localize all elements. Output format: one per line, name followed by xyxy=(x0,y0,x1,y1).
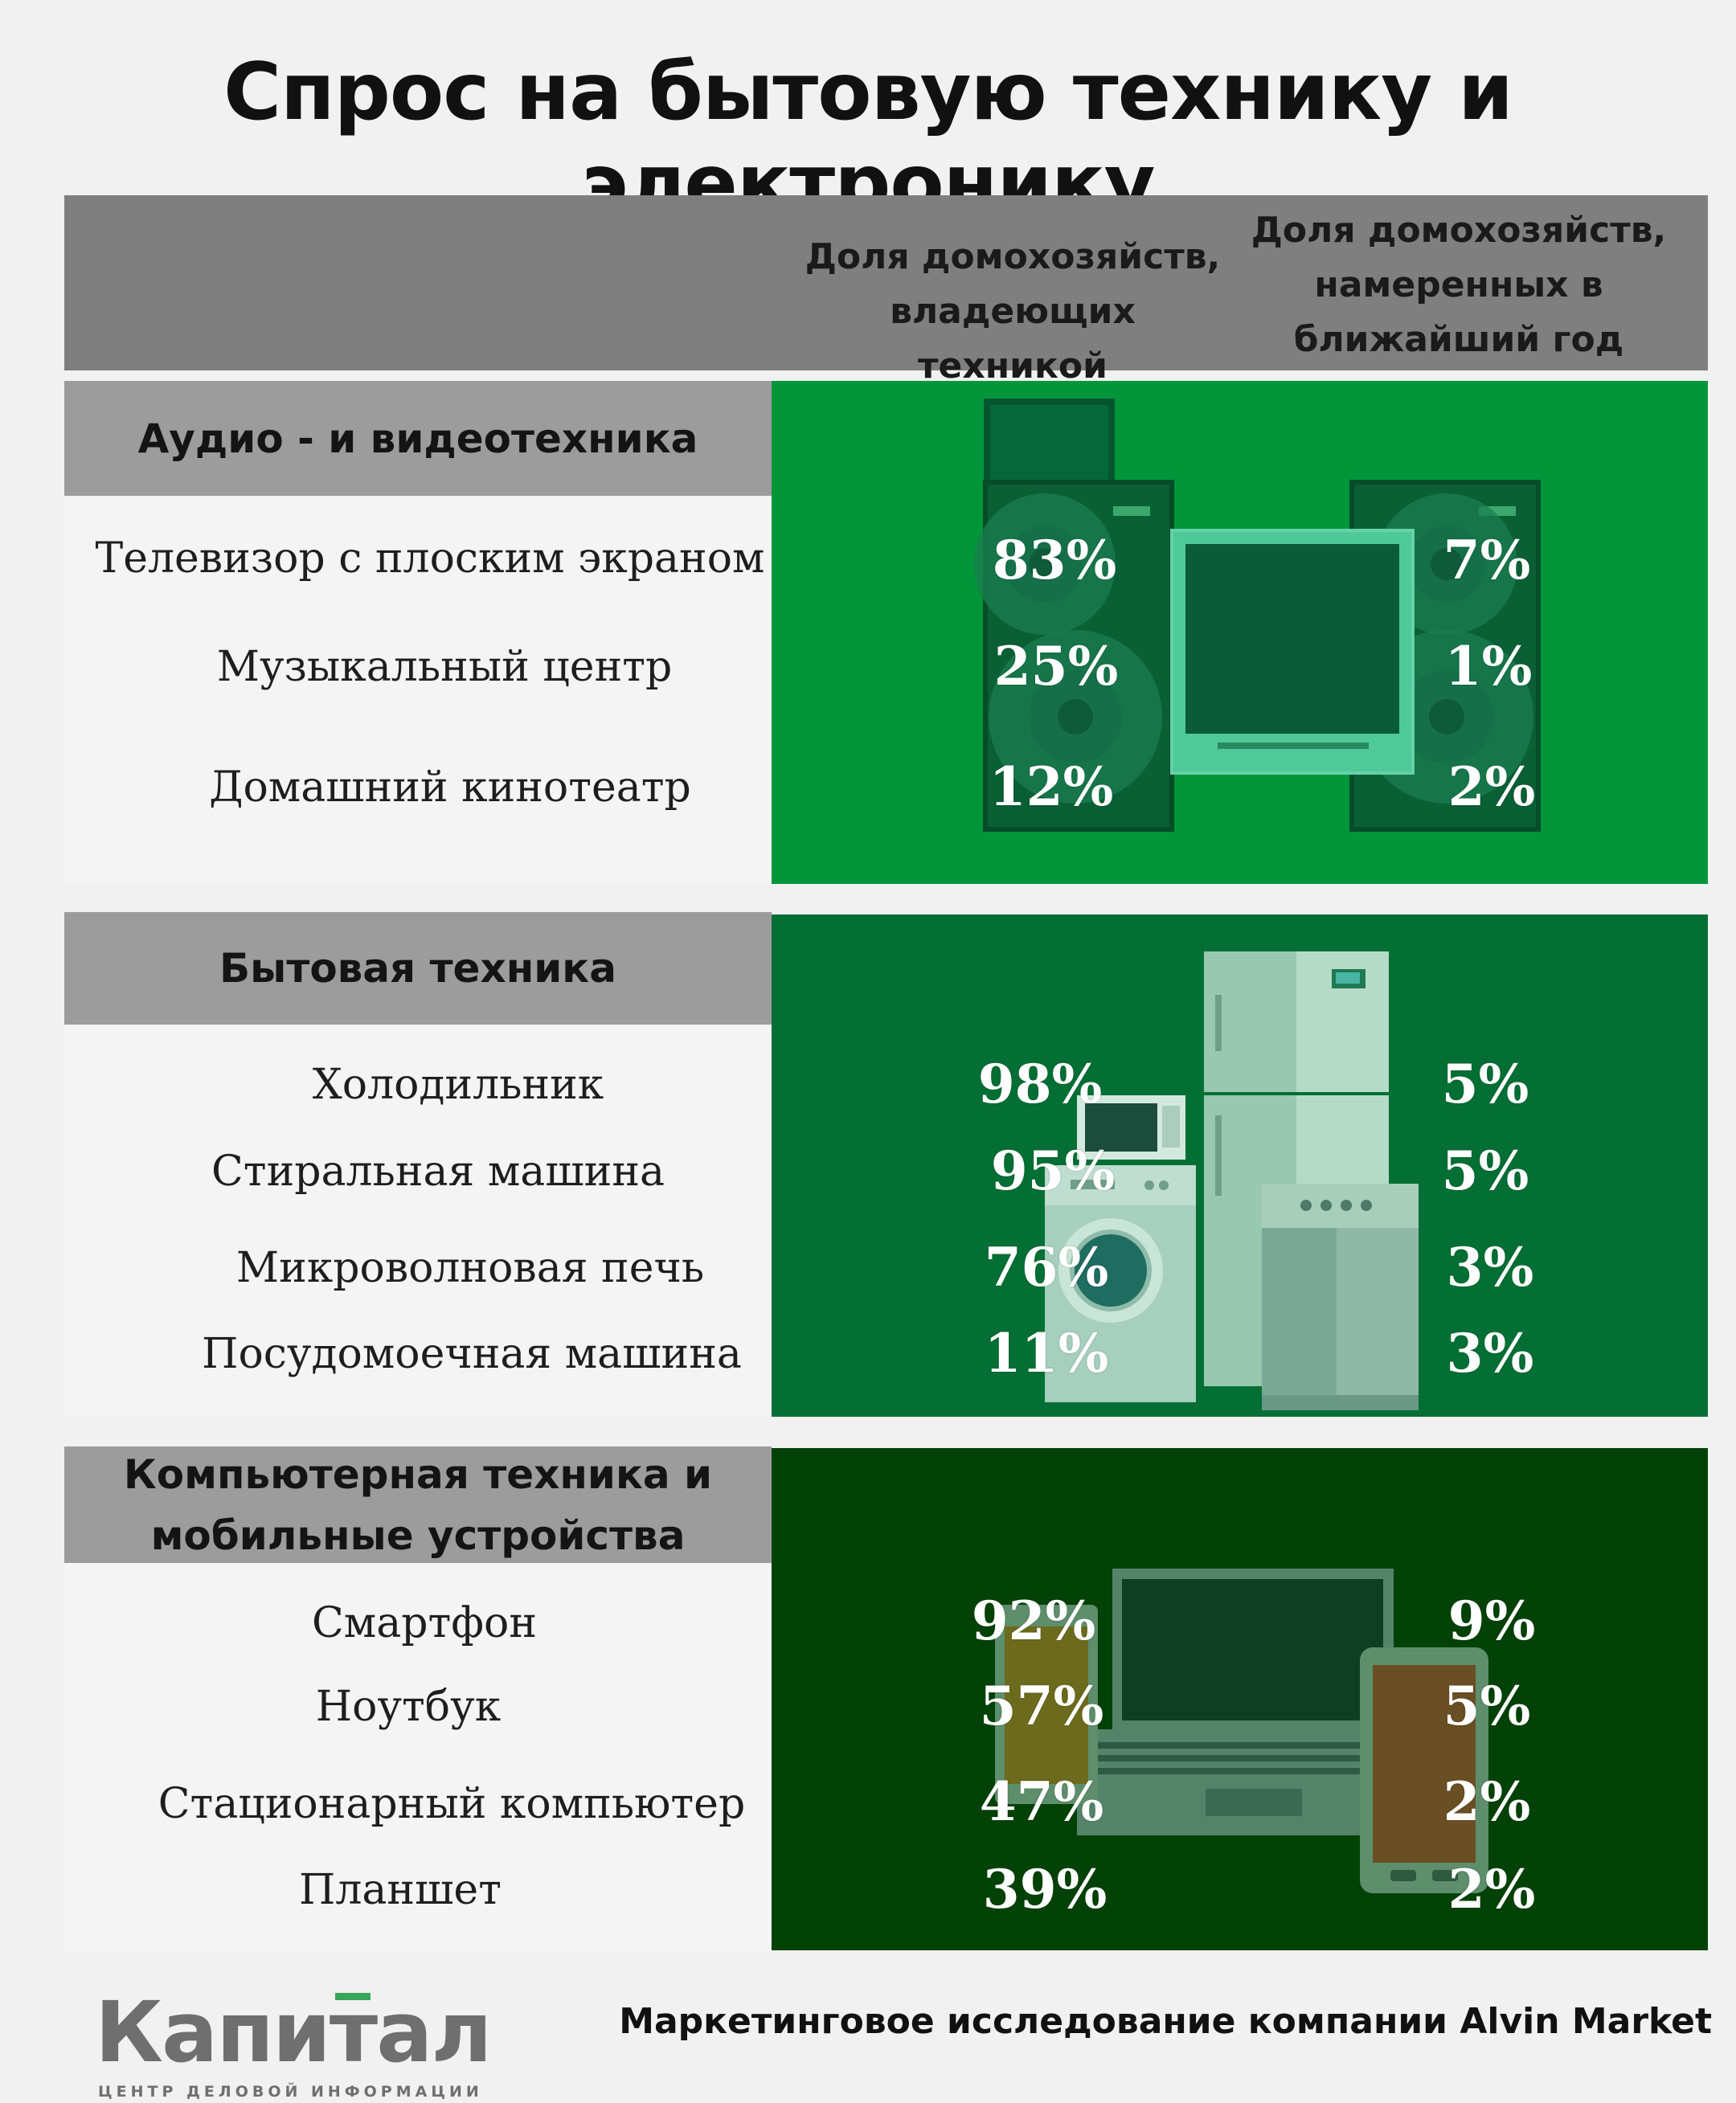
pct-buy: 2% xyxy=(1447,1858,1536,1921)
category-audio: Аудио - и видеотехника xyxy=(64,381,772,496)
page-title: Спрос на бытовую технику и электронику xyxy=(223,47,1513,230)
pct-own: 47% xyxy=(979,1770,1104,1833)
item-label: Телевизор с плоским экраном xyxy=(95,534,765,583)
item-label: Планшет xyxy=(299,1866,502,1914)
pct-own: 12% xyxy=(989,755,1114,818)
pct-buy: 3% xyxy=(1446,1236,1534,1299)
logo-subtitle: ЦЕНТР ДЕЛОВОЙ ИНФОРМАЦИИ xyxy=(98,2083,483,2101)
section-audio-list-bg xyxy=(64,496,772,884)
pct-buy: 1% xyxy=(1444,635,1533,698)
pct-own: 98% xyxy=(977,1053,1103,1115)
computer-panel xyxy=(772,1448,1708,1950)
item-label: Микроволновая печь xyxy=(235,1244,705,1292)
pct-own: 83% xyxy=(992,529,1117,591)
section-computer-list-bg xyxy=(64,1563,772,1951)
logo-accent xyxy=(335,1993,371,2000)
appliance-panel xyxy=(772,914,1708,1417)
category-computers: Компьютерная техника и мобильные устройс… xyxy=(64,1446,772,1563)
kapital-logo: Капитал xyxy=(95,1983,493,2081)
pct-own: 76% xyxy=(984,1236,1109,1299)
computer-devices-icon xyxy=(995,1569,1488,1893)
pct-own: 92% xyxy=(971,1590,1096,1652)
pct-own: 57% xyxy=(979,1675,1104,1737)
pct-buy: 3% xyxy=(1446,1322,1534,1385)
pct-own: 11% xyxy=(984,1322,1109,1385)
item-label: Музыкальный центр xyxy=(216,643,673,691)
audio-panel xyxy=(772,381,1708,884)
pct-buy: 5% xyxy=(1443,1675,1531,1737)
pct-own: 95% xyxy=(990,1139,1116,1202)
pct-buy: 7% xyxy=(1443,529,1531,591)
column-header-buy: Доля домохозяйств, намеренных в ближайши… xyxy=(1251,210,1667,415)
item-label: Стиральная машина xyxy=(211,1148,665,1196)
source-note: Маркетинговое исследование компании Alvi… xyxy=(619,2001,1712,2042)
column-header-own: Доля домохозяйств, владеющих техникой xyxy=(805,236,1221,387)
pct-buy: 5% xyxy=(1441,1139,1529,1202)
pct-own: 39% xyxy=(982,1858,1108,1921)
column-header-band xyxy=(64,195,1708,370)
pct-own: 25% xyxy=(993,635,1119,698)
item-label: Ноутбук xyxy=(315,1683,502,1731)
item-label: Посудомоечная машина xyxy=(202,1330,742,1378)
pct-buy: 5% xyxy=(1441,1053,1529,1115)
pct-buy: 2% xyxy=(1443,1770,1531,1833)
tv-speaker-graphic xyxy=(974,480,1541,832)
pct-buy: 2% xyxy=(1447,755,1536,818)
section-appliance-list-bg xyxy=(64,1025,772,1417)
pct-buy: 9% xyxy=(1447,1590,1536,1652)
item-label: Стационарный компьютер xyxy=(158,1780,746,1828)
category-appliances: Бытовая техника xyxy=(64,912,772,1025)
home-appliances-icon xyxy=(1045,951,1419,1410)
item-label: Домашний кинотеатр xyxy=(209,763,691,812)
item-label: Холодильник xyxy=(312,1061,604,1109)
item-label: Смартфон xyxy=(312,1599,537,1647)
